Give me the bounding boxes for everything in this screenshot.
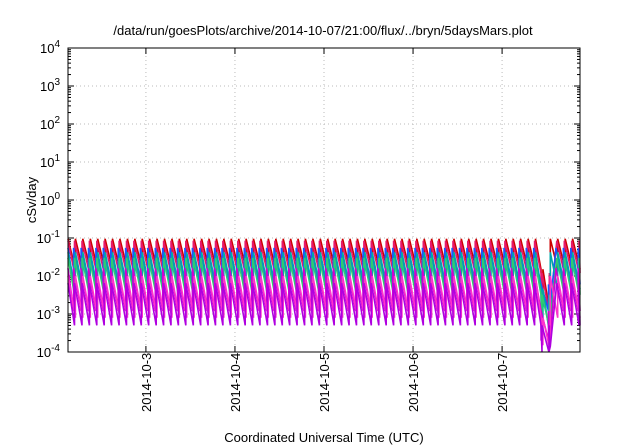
y-tick-label: 10-3 [37, 305, 61, 322]
y-tick-exponent: 2 [54, 115, 60, 126]
y-tick-exponent: 3 [54, 77, 60, 88]
x-gridlines [145, 48, 503, 352]
y-tick-base: 10 [40, 41, 54, 56]
series-line [67, 282, 581, 353]
y-tick-base: 10 [40, 155, 54, 170]
x-tick-labels: 2014-10-3 2014-10-4 2014-10-5 2014-10-6 2014… [139, 353, 510, 412]
y-tick-base: 10 [37, 307, 51, 322]
y-tick-base: 10 [40, 117, 54, 132]
y-tick-exponent: -4 [51, 343, 60, 354]
x-tick-label: 2014-10-5 [317, 353, 332, 412]
y-tick-base: 10 [37, 345, 51, 360]
y-axis-label: cSv/day [24, 176, 39, 223]
x-axis-label: Coordinated Universal Time (UTC) [224, 430, 423, 445]
y-tick-label: 102 [40, 115, 60, 132]
y-tick-base: 10 [40, 79, 54, 94]
x-tick-label: 2014-10-7 [495, 353, 510, 412]
y-tick-base: 10 [40, 193, 54, 208]
chart-title: /data/run/goesPlots/archive/2014-10-07/2… [113, 23, 533, 38]
x-tick-label: 2014-10-6 [406, 353, 421, 412]
y-tick-exponent: -3 [51, 305, 60, 316]
y-tick-label: 104 [40, 39, 60, 56]
y-tick-label: 100 [40, 191, 60, 208]
y-tick-label: 10-4 [37, 343, 61, 360]
y-tick-base: 10 [37, 269, 51, 284]
y-tick-label: 10-1 [37, 229, 61, 246]
plot-area-border [67, 47, 581, 353]
y-tick-exponent: 0 [54, 191, 60, 202]
y-tick-exponent: -1 [51, 229, 60, 240]
x-tick-label: 2014-10-3 [139, 353, 154, 412]
x-tick-label: 2014-10-4 [228, 353, 243, 412]
y-tick-base: 10 [37, 231, 51, 246]
y-tick-exponent: 1 [54, 153, 60, 164]
y-tick-exponent: -2 [51, 267, 60, 278]
y-tick-label: 10-2 [37, 267, 61, 284]
series-lines [67, 238, 581, 353]
y-tick-exponent: 4 [54, 39, 60, 50]
y-tick-label: 103 [40, 77, 60, 94]
y-tick-label: 101 [40, 153, 60, 170]
